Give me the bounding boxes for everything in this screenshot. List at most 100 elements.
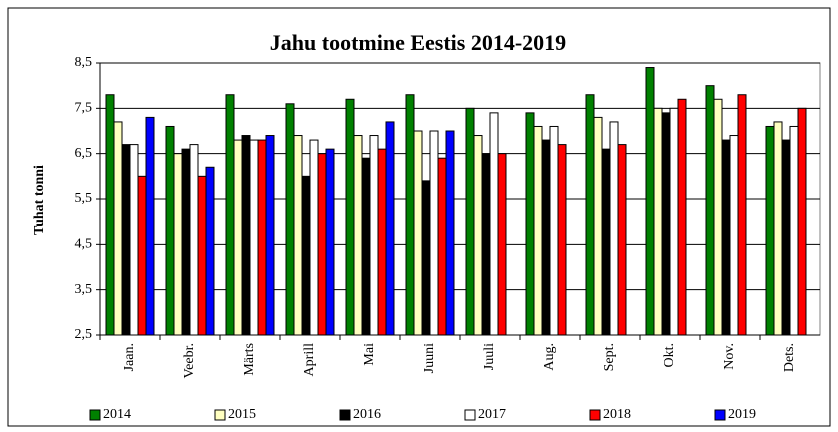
bar xyxy=(293,135,303,336)
bar xyxy=(241,135,251,336)
bar xyxy=(789,125,799,336)
legend-swatch xyxy=(589,409,601,421)
y-tick-label: 7,5 xyxy=(75,101,93,116)
bar xyxy=(445,130,455,336)
bar xyxy=(121,144,131,336)
y-axis-label: Tuhat tonni xyxy=(32,165,47,235)
bar xyxy=(137,175,147,336)
bar xyxy=(257,139,267,336)
legend-label: 2015 xyxy=(228,407,256,422)
bar xyxy=(173,153,183,336)
x-tick-label: Juuni xyxy=(422,343,437,373)
legend-swatch xyxy=(89,409,101,421)
bar xyxy=(465,107,475,336)
bar xyxy=(421,180,431,336)
legend-label: 2019 xyxy=(728,407,756,422)
x-tick-label: Nov. xyxy=(722,343,737,370)
bar xyxy=(413,130,423,336)
bar xyxy=(197,175,207,336)
bar xyxy=(325,148,335,336)
y-tick-label: 8,5 xyxy=(75,55,93,70)
bar xyxy=(225,94,235,336)
bar xyxy=(797,107,807,336)
bar xyxy=(593,116,603,336)
bar xyxy=(609,121,619,336)
bar xyxy=(765,125,775,336)
bar xyxy=(429,130,439,336)
x-tick-label: Aug. xyxy=(542,343,557,371)
bar xyxy=(721,139,731,336)
x-tick-label: Dets. xyxy=(782,343,797,372)
x-tick-label: Okt. xyxy=(662,343,677,368)
bar xyxy=(557,144,567,336)
bar xyxy=(773,121,783,336)
bar xyxy=(713,98,723,336)
legend-label: 2016 xyxy=(353,407,381,422)
bar xyxy=(541,139,551,336)
bar xyxy=(669,107,679,336)
legend-swatch xyxy=(214,409,226,421)
bar xyxy=(737,94,747,336)
y-tick-label: 4,5 xyxy=(75,237,93,252)
bar xyxy=(129,144,139,336)
bar xyxy=(361,157,371,336)
bar xyxy=(285,103,295,336)
bar xyxy=(113,121,123,336)
bar xyxy=(677,98,687,336)
bar xyxy=(205,166,215,336)
bar xyxy=(549,125,559,336)
legend-swatch xyxy=(464,409,476,421)
bar xyxy=(489,112,499,336)
y-tick-label: 5,5 xyxy=(75,191,93,206)
y-tick-label: 2,5 xyxy=(75,327,93,342)
bar xyxy=(385,121,395,336)
bar xyxy=(653,107,663,336)
bar xyxy=(661,112,671,336)
bar xyxy=(481,153,491,336)
x-tick-label: Mai xyxy=(362,343,377,366)
x-tick-label: Jaan. xyxy=(122,343,137,371)
legend-label: 2014 xyxy=(103,407,131,422)
bar xyxy=(525,112,535,336)
bar xyxy=(473,135,483,336)
bar xyxy=(265,135,275,336)
bar xyxy=(189,144,199,336)
x-tick-label: Märts xyxy=(242,343,257,376)
y-tick-label: 3,5 xyxy=(75,282,93,297)
bar xyxy=(705,85,715,336)
bar xyxy=(145,116,155,336)
bar xyxy=(377,148,387,336)
bar xyxy=(309,139,319,336)
bar xyxy=(317,153,327,336)
bar xyxy=(165,125,175,336)
chart-title: Jahu tootmine Eestis 2014-2019 xyxy=(270,30,566,55)
bar xyxy=(729,135,739,336)
bar xyxy=(353,135,363,336)
x-tick-label: Veebr. xyxy=(182,343,197,378)
x-tick-label: Juuli xyxy=(482,343,497,370)
legend-label: 2018 xyxy=(603,407,631,422)
bar xyxy=(645,67,655,336)
bar xyxy=(249,139,259,336)
bar xyxy=(497,153,507,336)
bar xyxy=(601,148,611,336)
legend-swatch xyxy=(714,409,726,421)
bar xyxy=(369,135,379,336)
bar xyxy=(233,139,243,336)
bar xyxy=(301,175,311,336)
legend-label: 2017 xyxy=(478,407,506,422)
x-tick-label: Sept. xyxy=(602,343,617,371)
bar xyxy=(437,157,447,336)
bar xyxy=(781,139,791,336)
y-tick-label: 6,5 xyxy=(75,146,93,161)
bar xyxy=(585,94,595,336)
bar xyxy=(181,148,191,336)
x-tick-label: Aprill xyxy=(302,343,317,377)
bar xyxy=(345,98,355,336)
bar xyxy=(533,125,543,336)
bar xyxy=(617,144,627,336)
legend-swatch xyxy=(339,409,351,421)
bar xyxy=(105,94,115,336)
bar xyxy=(405,94,415,336)
